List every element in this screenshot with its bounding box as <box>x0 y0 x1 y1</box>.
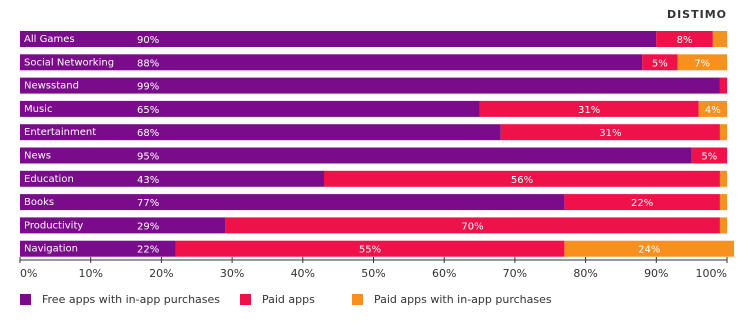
value-label: 22% <box>631 198 653 209</box>
value-label: 65% <box>137 105 159 116</box>
bar-segment <box>324 170 720 187</box>
value-label: 55% <box>359 245 381 256</box>
bar-segment <box>20 31 657 47</box>
value-label: 8% <box>677 35 693 46</box>
legend-swatch <box>20 294 31 305</box>
category-label: Entertainment <box>24 127 96 138</box>
bar-segment <box>479 100 699 117</box>
value-label: 5% <box>701 152 717 163</box>
value-label: 31% <box>599 128 621 139</box>
bar-segment <box>225 217 720 234</box>
category-label: All Games <box>24 34 75 45</box>
x-tick-label: 10% <box>78 267 102 280</box>
value-label: 70% <box>461 221 483 232</box>
x-tick-label: 20% <box>149 267 173 280</box>
legend-swatch <box>352 294 363 305</box>
x-tick-label: 30% <box>220 267 244 280</box>
x-tick-label: 40% <box>291 267 315 280</box>
category-label: Books <box>24 197 54 208</box>
bar-segment <box>20 100 480 117</box>
value-label: 95% <box>137 152 159 163</box>
value-label: 4% <box>705 105 721 116</box>
value-label: 43% <box>137 175 159 186</box>
legend-label: Paid apps <box>262 293 315 306</box>
value-label: 88% <box>137 58 159 69</box>
bar-segment <box>712 31 727 47</box>
bar-segment <box>719 170 727 187</box>
legend-label: Paid apps with in-app purchases <box>374 293 552 306</box>
category-label: Navigation <box>24 244 78 255</box>
bar-segment <box>719 77 727 94</box>
value-label: 29% <box>137 221 159 232</box>
category-label: Productivity <box>24 220 83 231</box>
x-tick-label: 70% <box>503 267 527 280</box>
x-tick-label: 80% <box>573 267 597 280</box>
bar-segment <box>500 124 720 141</box>
x-tick-label: 100% <box>696 267 727 280</box>
bar-segment <box>20 217 226 234</box>
bar-segment <box>20 194 565 211</box>
category-label: Social Networking <box>24 57 114 68</box>
bar-segment <box>719 217 727 234</box>
bar-segment <box>677 54 727 71</box>
x-tick-label: 90% <box>644 267 668 280</box>
value-label: 5% <box>652 58 668 69</box>
bar-segment <box>20 147 692 164</box>
x-tick-label: 50% <box>361 267 385 280</box>
bar-segment <box>20 54 643 71</box>
category-label: News <box>24 151 51 162</box>
category-label: Newsstand <box>24 81 79 92</box>
value-label: 22% <box>137 245 159 256</box>
bar-segment <box>656 31 713 47</box>
legend-swatch <box>240 294 251 305</box>
value-label: 24% <box>638 245 660 256</box>
bar-segment <box>691 147 727 164</box>
brand: DISTIMO <box>667 8 727 21</box>
category-label: Music <box>24 104 52 115</box>
bar-segment <box>719 194 727 211</box>
legend-label: Free apps with in-app purchases <box>42 293 220 306</box>
category-label: Education <box>24 174 74 185</box>
value-label: 77% <box>137 198 159 209</box>
bar-segment <box>564 240 735 257</box>
value-label: 31% <box>578 105 600 116</box>
bar-segment <box>20 124 501 141</box>
bar-segment <box>642 54 678 71</box>
bar-segment <box>20 77 720 94</box>
value-label: 68% <box>137 128 159 139</box>
value-label: 90% <box>137 35 159 46</box>
bar-segment <box>175 240 565 257</box>
bar-segment <box>719 124 727 141</box>
bar-segment <box>20 240 176 257</box>
bar-segment <box>564 194 720 211</box>
value-label: 99% <box>137 82 159 93</box>
bar-segment <box>698 100 727 117</box>
x-tick-label: 60% <box>432 267 456 280</box>
value-label: 56% <box>511 175 533 186</box>
x-tick-label: 0% <box>20 267 37 280</box>
value-label: 7% <box>694 58 710 69</box>
bar-segment <box>20 170 325 187</box>
